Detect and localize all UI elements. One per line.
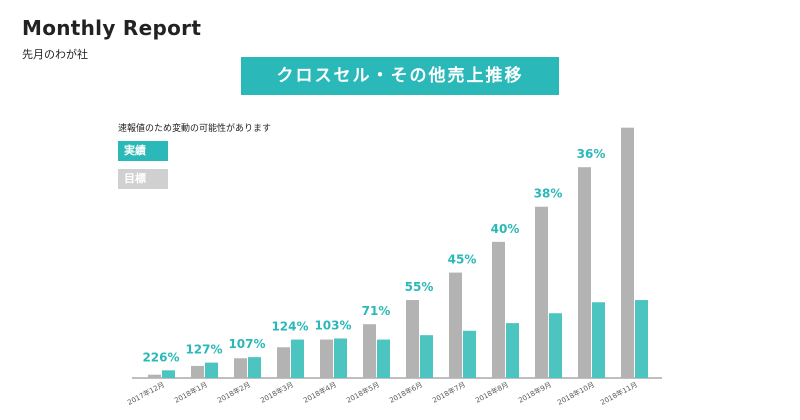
bar-actual xyxy=(162,370,175,378)
bar-actual xyxy=(334,338,347,378)
bar-actual xyxy=(420,335,433,378)
chart-title: クロスセル・その他売上推移 xyxy=(241,57,559,95)
x-tick-label: 2018年9月 xyxy=(517,380,553,405)
bar-target xyxy=(363,324,376,378)
achievement-label: 127% xyxy=(185,343,222,357)
x-tick-label: 2018年7月 xyxy=(431,380,467,405)
bar-target xyxy=(449,272,462,378)
bar-target xyxy=(277,347,290,378)
achievement-label: 36% xyxy=(577,147,606,161)
chart-note: 速報値のため変動の可能性があります xyxy=(118,124,272,134)
x-tick-label: 2018年1月 xyxy=(173,380,209,405)
x-tick-label: 2018年2月 xyxy=(216,380,252,405)
bar-actual xyxy=(248,357,261,378)
achievement-label: 71% xyxy=(362,304,391,318)
bar-actual xyxy=(205,362,218,378)
achievement-label: 107% xyxy=(228,337,265,351)
legend-target: 目標 xyxy=(118,169,168,189)
x-tick-label: 2018年11月 xyxy=(599,380,639,407)
achievement-label: 55% xyxy=(405,280,434,294)
bar-target xyxy=(191,365,204,378)
report-title: Monthly Report xyxy=(22,16,202,40)
bar-actual xyxy=(592,302,605,378)
bar-actual xyxy=(291,339,304,378)
bar-target xyxy=(621,127,634,378)
bar-target xyxy=(406,300,419,378)
bar-actual xyxy=(377,339,390,378)
x-tick-label: 2018年10月 xyxy=(556,380,596,407)
achievement-label: 103% xyxy=(314,318,351,332)
bar-target xyxy=(492,241,505,378)
x-tick-label: 2018年4月 xyxy=(302,380,338,405)
bar-actual xyxy=(506,323,519,378)
report-subtitle: 先月のわが社 xyxy=(22,48,88,61)
x-tick-label: 2018年3月 xyxy=(259,380,295,405)
bar-target xyxy=(535,206,548,378)
bar-actual xyxy=(635,300,648,378)
legend-actual: 実績 xyxy=(118,141,168,161)
x-tick-label: 2018年5月 xyxy=(345,380,381,405)
achievement-label: 40% xyxy=(491,222,520,236)
x-tick-label: 2017年12月 xyxy=(126,380,166,407)
bar-target xyxy=(320,339,333,378)
x-tick-label: 2018年6月 xyxy=(388,380,424,405)
achievement-label: 226% xyxy=(142,350,179,364)
achievement-label: 124% xyxy=(271,320,308,334)
achievement-label: 38% xyxy=(534,187,563,201)
achievement-label: 45% xyxy=(448,253,477,267)
bar-target xyxy=(148,374,161,378)
x-tick-label: 2018年8月 xyxy=(474,380,510,405)
bar-actual xyxy=(549,313,562,378)
bar-target xyxy=(578,167,591,378)
bar-actual xyxy=(463,330,476,378)
bar-target xyxy=(234,358,247,378)
